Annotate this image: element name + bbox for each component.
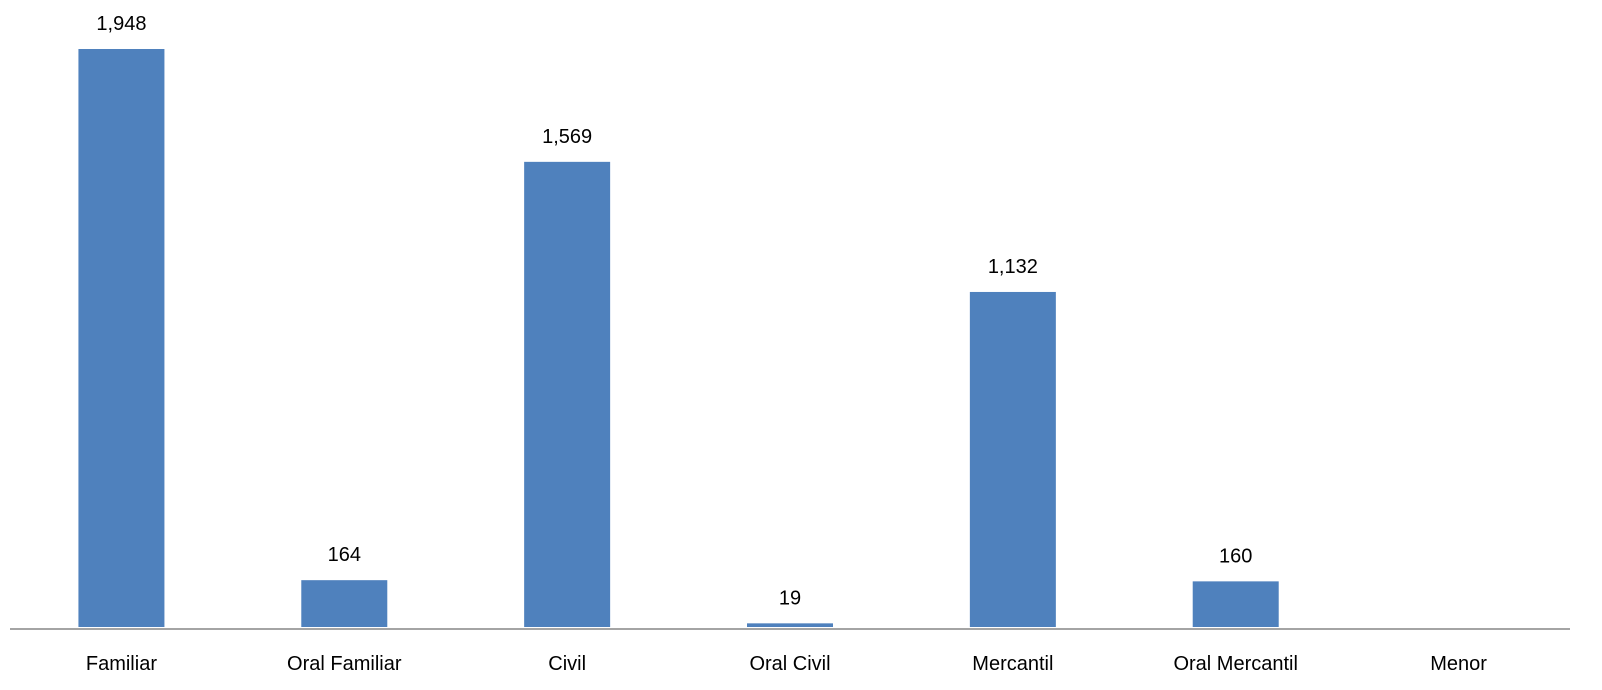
bars-group (76, 47, 1281, 630)
data-label: 19 (779, 587, 801, 609)
data-label: 1,948 (96, 13, 146, 35)
data-labels-group: 1,948 164 1,569 19 1,132 160 (96, 13, 1252, 609)
bar-mercantil (967, 289, 1058, 629)
x-tick-label: Menor (1430, 653, 1487, 675)
bar-oral-civil (745, 621, 835, 629)
data-label: 160 (1219, 545, 1252, 567)
x-tick-label: Mercantil (972, 653, 1053, 675)
data-label: 1,569 (542, 126, 592, 148)
bar-oral-familiar (299, 578, 390, 629)
bar-oral-mercantil (1190, 579, 1281, 629)
x-tick-label: Oral Mercantil (1173, 653, 1297, 675)
bar-civil (522, 159, 613, 630)
bar-familiar (76, 47, 167, 629)
x-tick-label: Oral Civil (749, 653, 830, 675)
x-tick-labels-group: Familiar Oral Familiar Civil Oral Civil Merc… (86, 653, 1487, 675)
data-label: 164 (328, 544, 361, 566)
x-tick-label: Civil (548, 653, 586, 675)
x-tick-label: Familiar (86, 653, 157, 675)
x-tick-label: Oral Familiar (287, 653, 402, 675)
data-label: 1,132 (988, 256, 1038, 278)
